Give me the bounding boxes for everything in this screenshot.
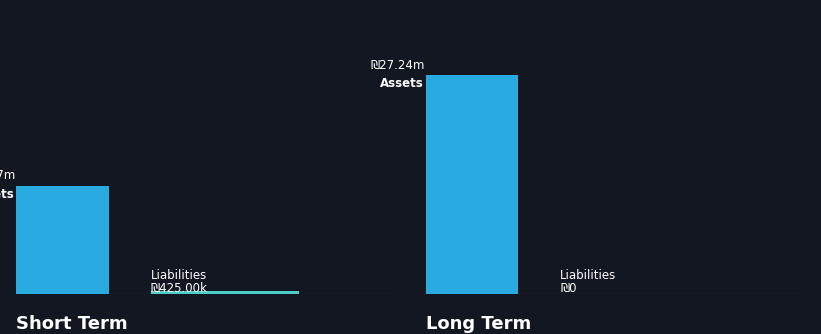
Text: Long Term: Long Term: [425, 315, 531, 333]
Text: Assets: Assets: [380, 77, 424, 90]
Bar: [371, 75, 519, 294]
Bar: [0, 186, 109, 294]
Bar: [151, 291, 299, 294]
Text: ₪425.00k: ₪425.00k: [151, 282, 208, 295]
Text: ₪27.24m: ₪27.24m: [371, 59, 425, 71]
Text: ₪0: ₪0: [560, 282, 576, 295]
Text: Liabilities: Liabilities: [560, 269, 617, 282]
Text: Short Term: Short Term: [16, 315, 128, 333]
Text: ₪13.47m: ₪13.47m: [0, 169, 16, 182]
Text: Liabilities: Liabilities: [151, 269, 207, 282]
Text: Assets: Assets: [0, 188, 15, 201]
